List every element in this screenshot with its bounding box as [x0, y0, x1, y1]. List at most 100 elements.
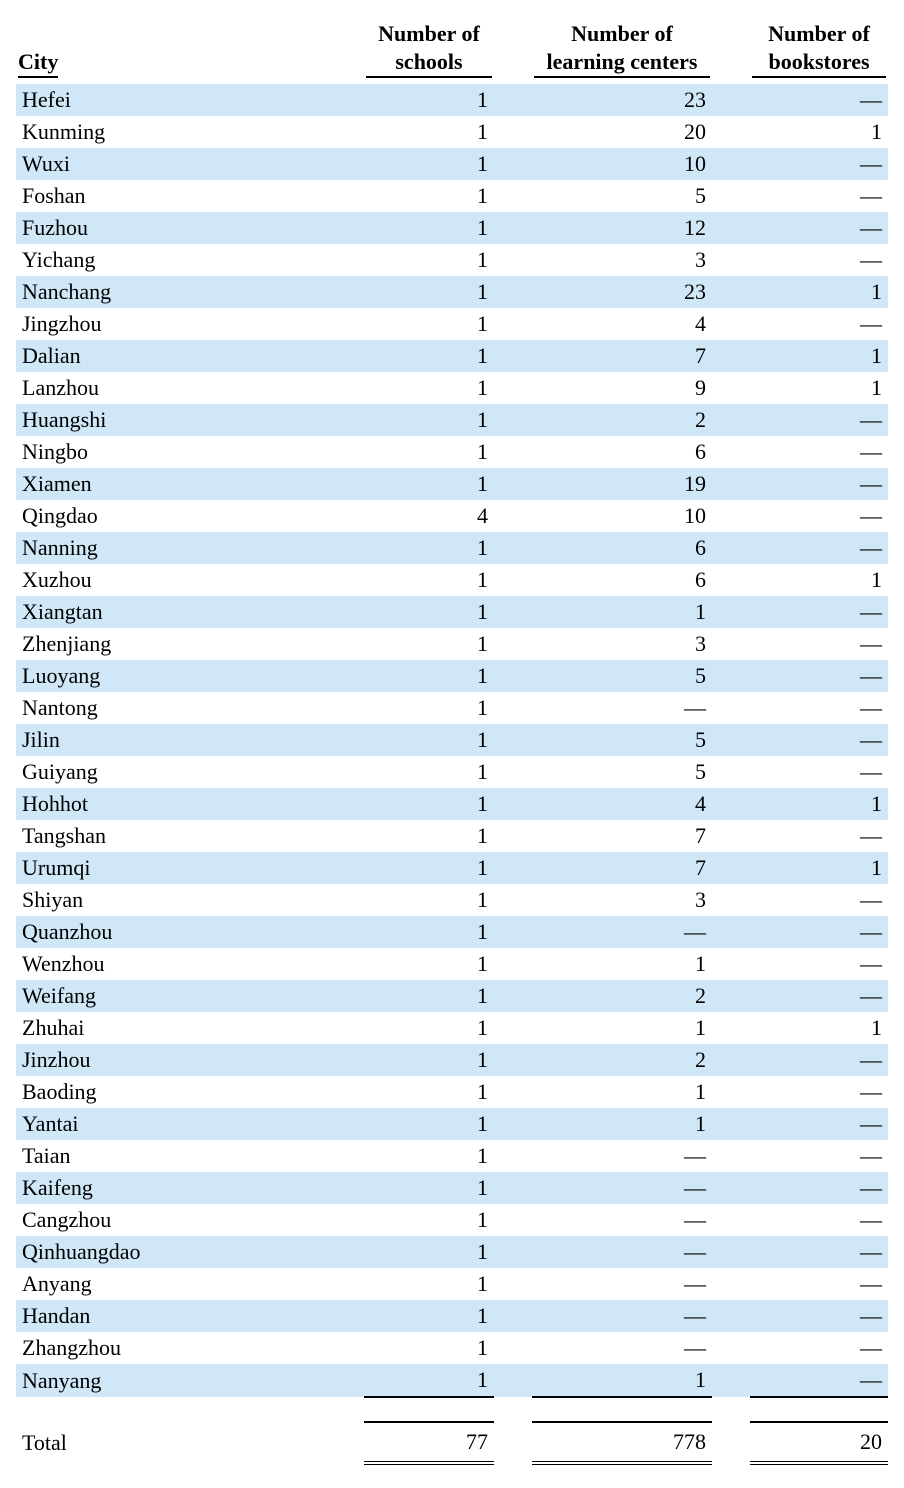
cell-dash: — [750, 404, 888, 436]
cell-city: Quanzhou [16, 916, 346, 948]
cell-number: 1 [364, 692, 494, 724]
table-row: Kaifeng1—— [16, 1172, 888, 1204]
cell-city: Lanzhou [16, 372, 346, 404]
col-header-bookstores: Number of bookstores [750, 16, 888, 84]
table-row: Lanzhou191 [16, 372, 888, 404]
table-row: Wenzhou11— [16, 948, 888, 980]
cell-number: 1 [364, 276, 494, 308]
cell-number: 1 [750, 372, 888, 404]
cell-city: Kaifeng [16, 1172, 346, 1204]
cell-number: 1 [532, 1108, 712, 1140]
cell-number: 1 [364, 1012, 494, 1044]
cell-city: Jilin [16, 724, 346, 756]
cell-dash: — [750, 1300, 888, 1332]
cell-city: Nanyang [16, 1364, 346, 1397]
col-header-learning-centers: Number of learning centers [532, 16, 712, 84]
table-row: Taian1—— [16, 1140, 888, 1172]
cell-city: Huangshi [16, 404, 346, 436]
subtotal-rule [16, 1397, 888, 1407]
cell-number: 1 [364, 1076, 494, 1108]
table-row: Zhenjiang13— [16, 628, 888, 660]
table-row: Foshan15— [16, 180, 888, 212]
cell-dash: — [532, 1332, 712, 1364]
cell-dash: — [750, 500, 888, 532]
cell-number: 1 [364, 1140, 494, 1172]
cell-number: 1 [532, 596, 712, 628]
table-row: Qingdao410— [16, 500, 888, 532]
cell-city: Tangshan [16, 820, 346, 852]
cell-dash: — [750, 884, 888, 916]
cell-number: 1 [750, 1012, 888, 1044]
cell-number: 1 [364, 308, 494, 340]
cell-number: 1 [364, 84, 494, 116]
cell-dash: — [750, 1076, 888, 1108]
cell-number: 20 [532, 116, 712, 148]
table-row: Quanzhou1—— [16, 916, 888, 948]
cell-city: Taian [16, 1140, 346, 1172]
header-row: City Number of schools Number of learnin… [16, 16, 888, 84]
cell-city: Handan [16, 1300, 346, 1332]
table-row: Ningbo16— [16, 436, 888, 468]
cell-number: 1 [364, 980, 494, 1012]
cell-dash: — [750, 1268, 888, 1300]
cell-number: 19 [532, 468, 712, 500]
cell-city: Jingzhou [16, 308, 346, 340]
cell-number: 1 [750, 852, 888, 884]
total-learning-centers: 778 [532, 1422, 712, 1463]
cell-number: 7 [532, 820, 712, 852]
cell-dash: — [750, 1236, 888, 1268]
cell-dash: — [750, 308, 888, 340]
cell-city: Nantong [16, 692, 346, 724]
cell-number: 1 [364, 436, 494, 468]
cell-dash: — [750, 980, 888, 1012]
cell-number: 23 [532, 84, 712, 116]
cell-number: 1 [532, 948, 712, 980]
cell-number: 1 [532, 1076, 712, 1108]
cell-dash: — [750, 820, 888, 852]
table-row: Handan 1 — — [16, 1300, 888, 1332]
table-row: Nanchang1231 [16, 276, 888, 308]
cell-number: 1 [364, 596, 494, 628]
table-row: Wuxi110— [16, 148, 888, 180]
cell-number: 1 [364, 1300, 494, 1332]
cell-dash: — [532, 1300, 712, 1332]
cell-number: 4 [532, 788, 712, 820]
col-header-city-label: City [18, 48, 58, 79]
table-row: Baoding11— [16, 1076, 888, 1108]
cell-number: 1 [364, 340, 494, 372]
cell-number: 6 [532, 564, 712, 596]
cell-number: 1 [364, 1204, 494, 1236]
cell-city: Anyang [16, 1268, 346, 1300]
total-schools: 77 [364, 1422, 494, 1463]
total-bookstores: 20 [750, 1422, 888, 1463]
cell-number: 1 [364, 852, 494, 884]
cell-dash: — [750, 1204, 888, 1236]
cell-dash: — [750, 148, 888, 180]
cell-number: 1 [364, 116, 494, 148]
table-row: Anyang1—— [16, 1268, 888, 1300]
cell-dash: — [750, 596, 888, 628]
cell-city: Shiyan [16, 884, 346, 916]
cell-number: 3 [532, 244, 712, 276]
cell-number: 1 [750, 276, 888, 308]
total-label: Total [16, 1422, 346, 1463]
table-row: Guiyang15— [16, 756, 888, 788]
cell-number: 2 [532, 1044, 712, 1076]
table-row: Tangshan17— [16, 820, 888, 852]
cell-number: 1 [532, 1012, 712, 1044]
cell-dash: — [750, 628, 888, 660]
cell-dash: — [532, 916, 712, 948]
cell-number: 1 [364, 372, 494, 404]
cell-city: Yichang [16, 244, 346, 276]
cell-dash: — [750, 692, 888, 724]
cell-city: Luoyang [16, 660, 346, 692]
cell-number: 6 [532, 436, 712, 468]
cell-number: 4 [532, 308, 712, 340]
cell-number: 1 [364, 564, 494, 596]
table-row: Urumqi171 [16, 852, 888, 884]
cell-dash: — [750, 1044, 888, 1076]
cell-city: Foshan [16, 180, 346, 212]
cell-number: 1 [364, 1236, 494, 1268]
cell-number: 1 [364, 1044, 494, 1076]
cell-number: 1 [364, 916, 494, 948]
